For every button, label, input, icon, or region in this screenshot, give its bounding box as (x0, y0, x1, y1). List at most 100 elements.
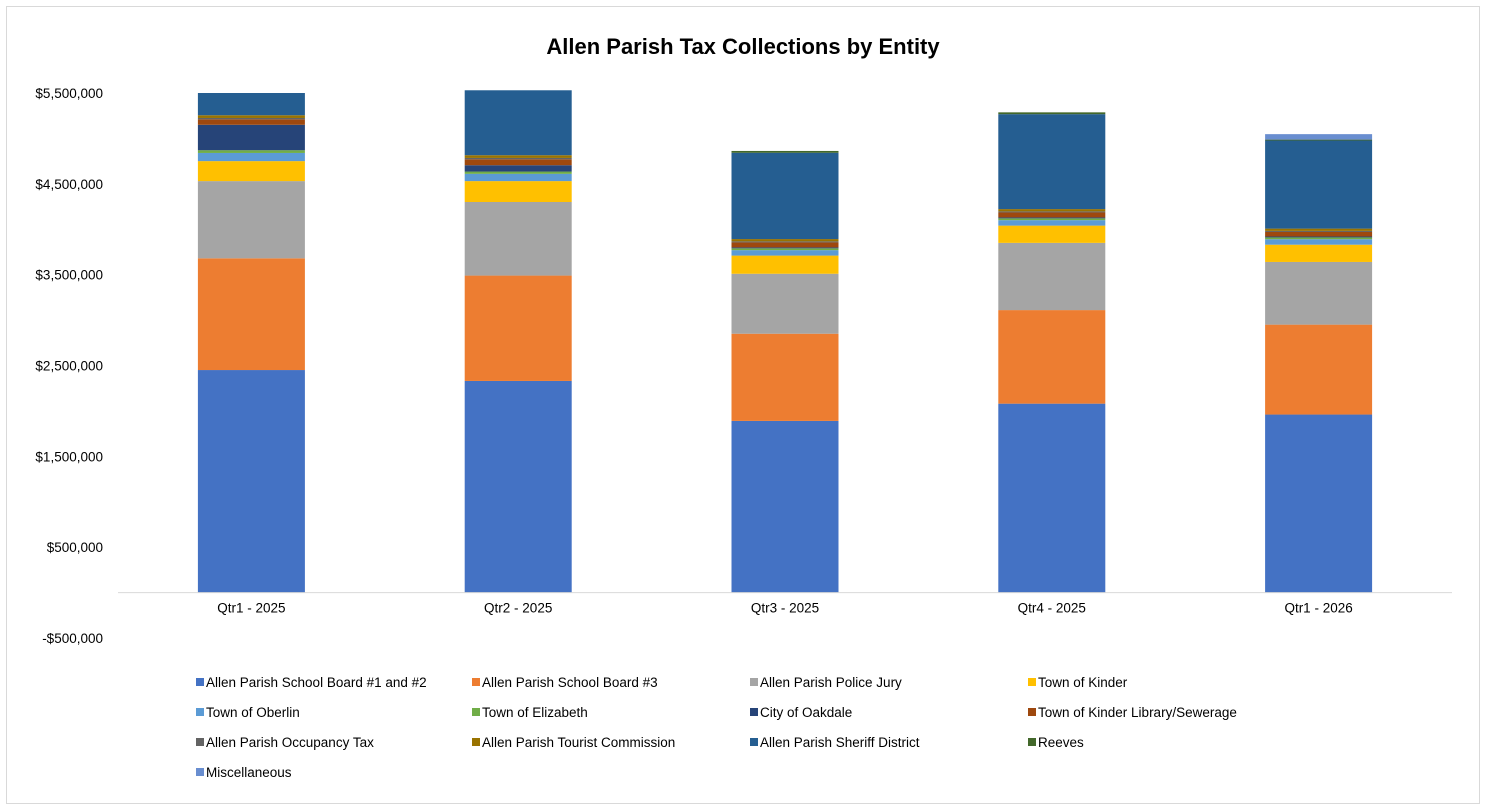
bar-segment (464, 171, 572, 174)
bar-segment (197, 258, 305, 371)
legend-swatch (472, 708, 480, 716)
bar-segment (197, 115, 305, 118)
bar-segment (464, 159, 572, 166)
bar-segment (731, 242, 839, 248)
bar-segment (464, 165, 572, 172)
bar-segment (1265, 237, 1373, 240)
bar-segment (731, 239, 839, 242)
bar-segment (197, 181, 305, 259)
x-tick-label: Qtr3 - 2025 (751, 601, 819, 616)
legend-item: Allen Parish Tourist Commission (472, 735, 675, 750)
legend-item: Town of Kinder Library/Sewerage (1028, 705, 1237, 720)
x-tick-label: Qtr1 - 2025 (217, 601, 285, 616)
x-axis-tick-labels: Qtr1 - 2025 Qtr2 - 2025 Qtr3 - 2025 Qtr4 - … (217, 601, 1352, 616)
legend-item: Allen Parish School Board #1 and #2 (196, 675, 427, 690)
legend-swatch (1028, 738, 1036, 746)
bar-segment (731, 152, 839, 240)
bar-segment (464, 90, 572, 156)
y-tick-label: -$500,000 (42, 631, 103, 646)
legend-label: Allen Parish Police Jury (760, 675, 902, 690)
bar-segment (998, 209, 1106, 212)
legend-item: Allen Parish Occupancy Tax (196, 735, 374, 750)
x-tick-label: Qtr4 - 2025 (1018, 601, 1086, 616)
legend: Allen Parish School Board #1 and #2 Allen… (196, 675, 1237, 780)
legend-item: City of Oakdale (750, 705, 852, 720)
bar-segment (464, 157, 572, 160)
bar-segment (731, 420, 839, 593)
legend-item: Town of Elizabeth (472, 705, 588, 720)
bar-segment (197, 161, 305, 182)
bar-segment (197, 370, 305, 593)
legend-label: Allen Parish School Board #1 and #2 (206, 675, 427, 690)
bar-segment (1265, 239, 1373, 245)
bar-segment (464, 155, 572, 158)
legend-label: Town of Oberlin (206, 705, 300, 720)
bar-segment (1265, 228, 1373, 231)
bar-stack (197, 93, 305, 593)
legend-label: Miscellaneous (206, 765, 292, 780)
legend-swatch (472, 738, 480, 746)
bar-segment (998, 211, 1106, 213)
legend-item: Allen Parish School Board #3 (472, 675, 658, 690)
y-tick-label: $4,500,000 (35, 177, 103, 192)
bar-segment (731, 241, 839, 243)
legend-swatch (750, 708, 758, 716)
bar-stack (998, 112, 1106, 593)
bar-segment (731, 255, 839, 274)
y-axis-tick-labels: -$500,000 $500,000 $1,500,000 $2,500,000 $3,… (35, 86, 103, 646)
bar-segment (998, 212, 1106, 218)
bar-segment (1265, 230, 1373, 232)
bar-segment (998, 220, 1106, 226)
legend-item: Town of Oberlin (196, 705, 300, 720)
legend-swatch (750, 678, 758, 686)
legend-label: Allen Parish Occupancy Tax (206, 735, 374, 750)
bar-segment (731, 273, 839, 334)
legend-item: Allen Parish Police Jury (750, 675, 902, 690)
bar-segment (1265, 134, 1373, 140)
bar-segment (1265, 261, 1373, 325)
bar-segment (197, 124, 305, 151)
bar-segment (731, 250, 839, 256)
bar-segment (998, 217, 1106, 219)
bar-segment (1265, 140, 1373, 229)
legend-swatch (196, 678, 204, 686)
x-tick-label: Qtr2 - 2025 (484, 601, 552, 616)
legend-label: Allen Parish Sheriff District (760, 735, 920, 750)
bar-segment (197, 93, 305, 116)
legend-swatch (750, 738, 758, 746)
legend-item: Allen Parish Sheriff District (750, 735, 920, 750)
bar-segment (998, 242, 1106, 311)
chart-title: Allen Parish Tax Collections by Entity (546, 34, 940, 59)
bar-stack (1265, 134, 1373, 593)
bar-segment (731, 248, 839, 251)
bar-segment (1265, 139, 1373, 141)
bar-segment (731, 150, 839, 153)
legend-swatch (196, 708, 204, 716)
legend-label: Town of Kinder Library/Sewerage (1038, 705, 1237, 720)
bar-segment (464, 181, 572, 202)
bar-segment (1265, 244, 1373, 262)
y-tick-label: $500,000 (47, 540, 103, 555)
bar-segment (998, 218, 1106, 221)
bar-segment (464, 202, 572, 276)
bar-segment (998, 114, 1106, 210)
bar-segment (197, 150, 305, 153)
legend-swatch (196, 738, 204, 746)
bar-segment (197, 119, 305, 125)
legend-label: Allen Parish Tourist Commission (482, 735, 675, 750)
y-tick-label: $5,500,000 (35, 86, 103, 101)
legend-swatch (196, 768, 204, 776)
y-tick-label: $1,500,000 (35, 449, 103, 464)
y-tick-label: $2,500,000 (35, 359, 103, 374)
bar-segment (464, 173, 572, 182)
legend-label: Town of Elizabeth (482, 705, 588, 720)
bar-segment (998, 112, 1106, 115)
bar-segment (1265, 324, 1373, 415)
legend-item: Miscellaneous (196, 765, 292, 780)
legend-item: Town of Kinder (1028, 675, 1128, 690)
bar-segment (998, 225, 1106, 243)
bar-segment (731, 247, 839, 249)
bar-segment (464, 380, 572, 593)
legend-label: Reeves (1038, 735, 1084, 750)
